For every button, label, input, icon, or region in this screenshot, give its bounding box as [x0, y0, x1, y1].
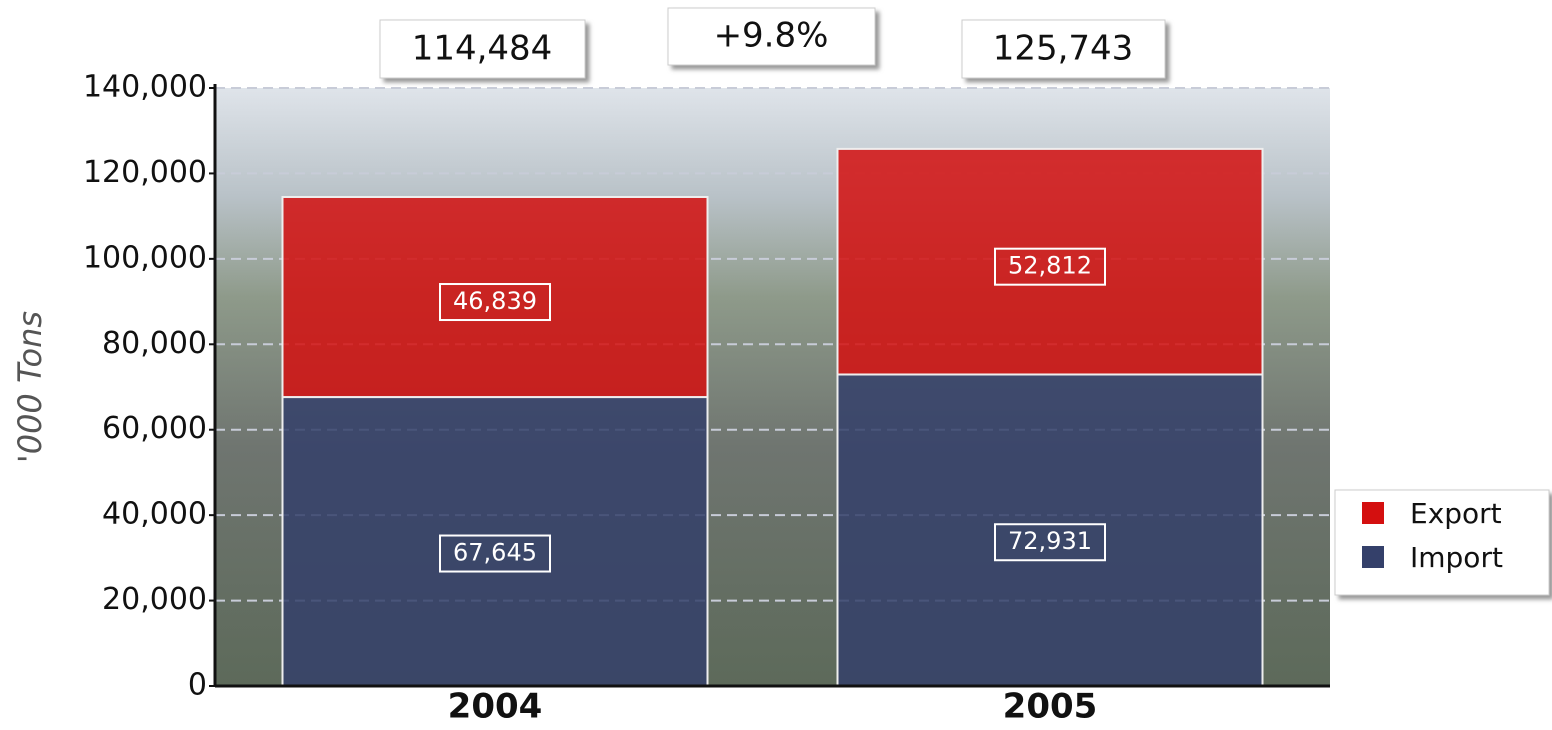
value-label-box: [994, 247, 1106, 286]
bar-segment: [281, 195, 709, 399]
y-tick-label: 20,000: [102, 582, 207, 617]
value-label: 52,812: [1008, 252, 1092, 280]
y-tick-label: 100,000: [83, 240, 207, 275]
y-tick-label: 120,000: [83, 155, 207, 190]
legend-label: Import: [1410, 541, 1503, 574]
change-label: +9.8%: [714, 16, 829, 56]
legend-swatch: [1362, 502, 1384, 524]
y-tick-label: 60,000: [102, 411, 207, 446]
x-tick-label: 2005: [1003, 687, 1098, 727]
total-label: 125,743: [993, 29, 1134, 69]
y-tick-label: 140,000: [83, 70, 207, 105]
value-label-box: [439, 283, 551, 322]
total-box: [961, 19, 1166, 79]
legend-label: Export: [1410, 497, 1502, 530]
legend-swatch: [1362, 546, 1384, 568]
total-box: [379, 19, 586, 79]
y-axis-label: '000 Tons: [11, 311, 49, 463]
bar-segment: [836, 147, 1264, 376]
value-label: 67,645: [453, 539, 537, 567]
value-label-box: [994, 523, 1106, 562]
value-label: 46,839: [453, 287, 537, 315]
y-tick-label: 0: [188, 668, 207, 703]
bar-segment: [836, 373, 1264, 687]
y-tick-label: 40,000: [102, 497, 207, 532]
x-tick-label: 2004: [448, 687, 543, 727]
total-label: 114,484: [412, 29, 553, 69]
value-label: 72,931: [1008, 527, 1092, 555]
change-box: [667, 7, 876, 66]
y-tick-label: 80,000: [102, 326, 207, 361]
value-label-box: [439, 534, 551, 573]
